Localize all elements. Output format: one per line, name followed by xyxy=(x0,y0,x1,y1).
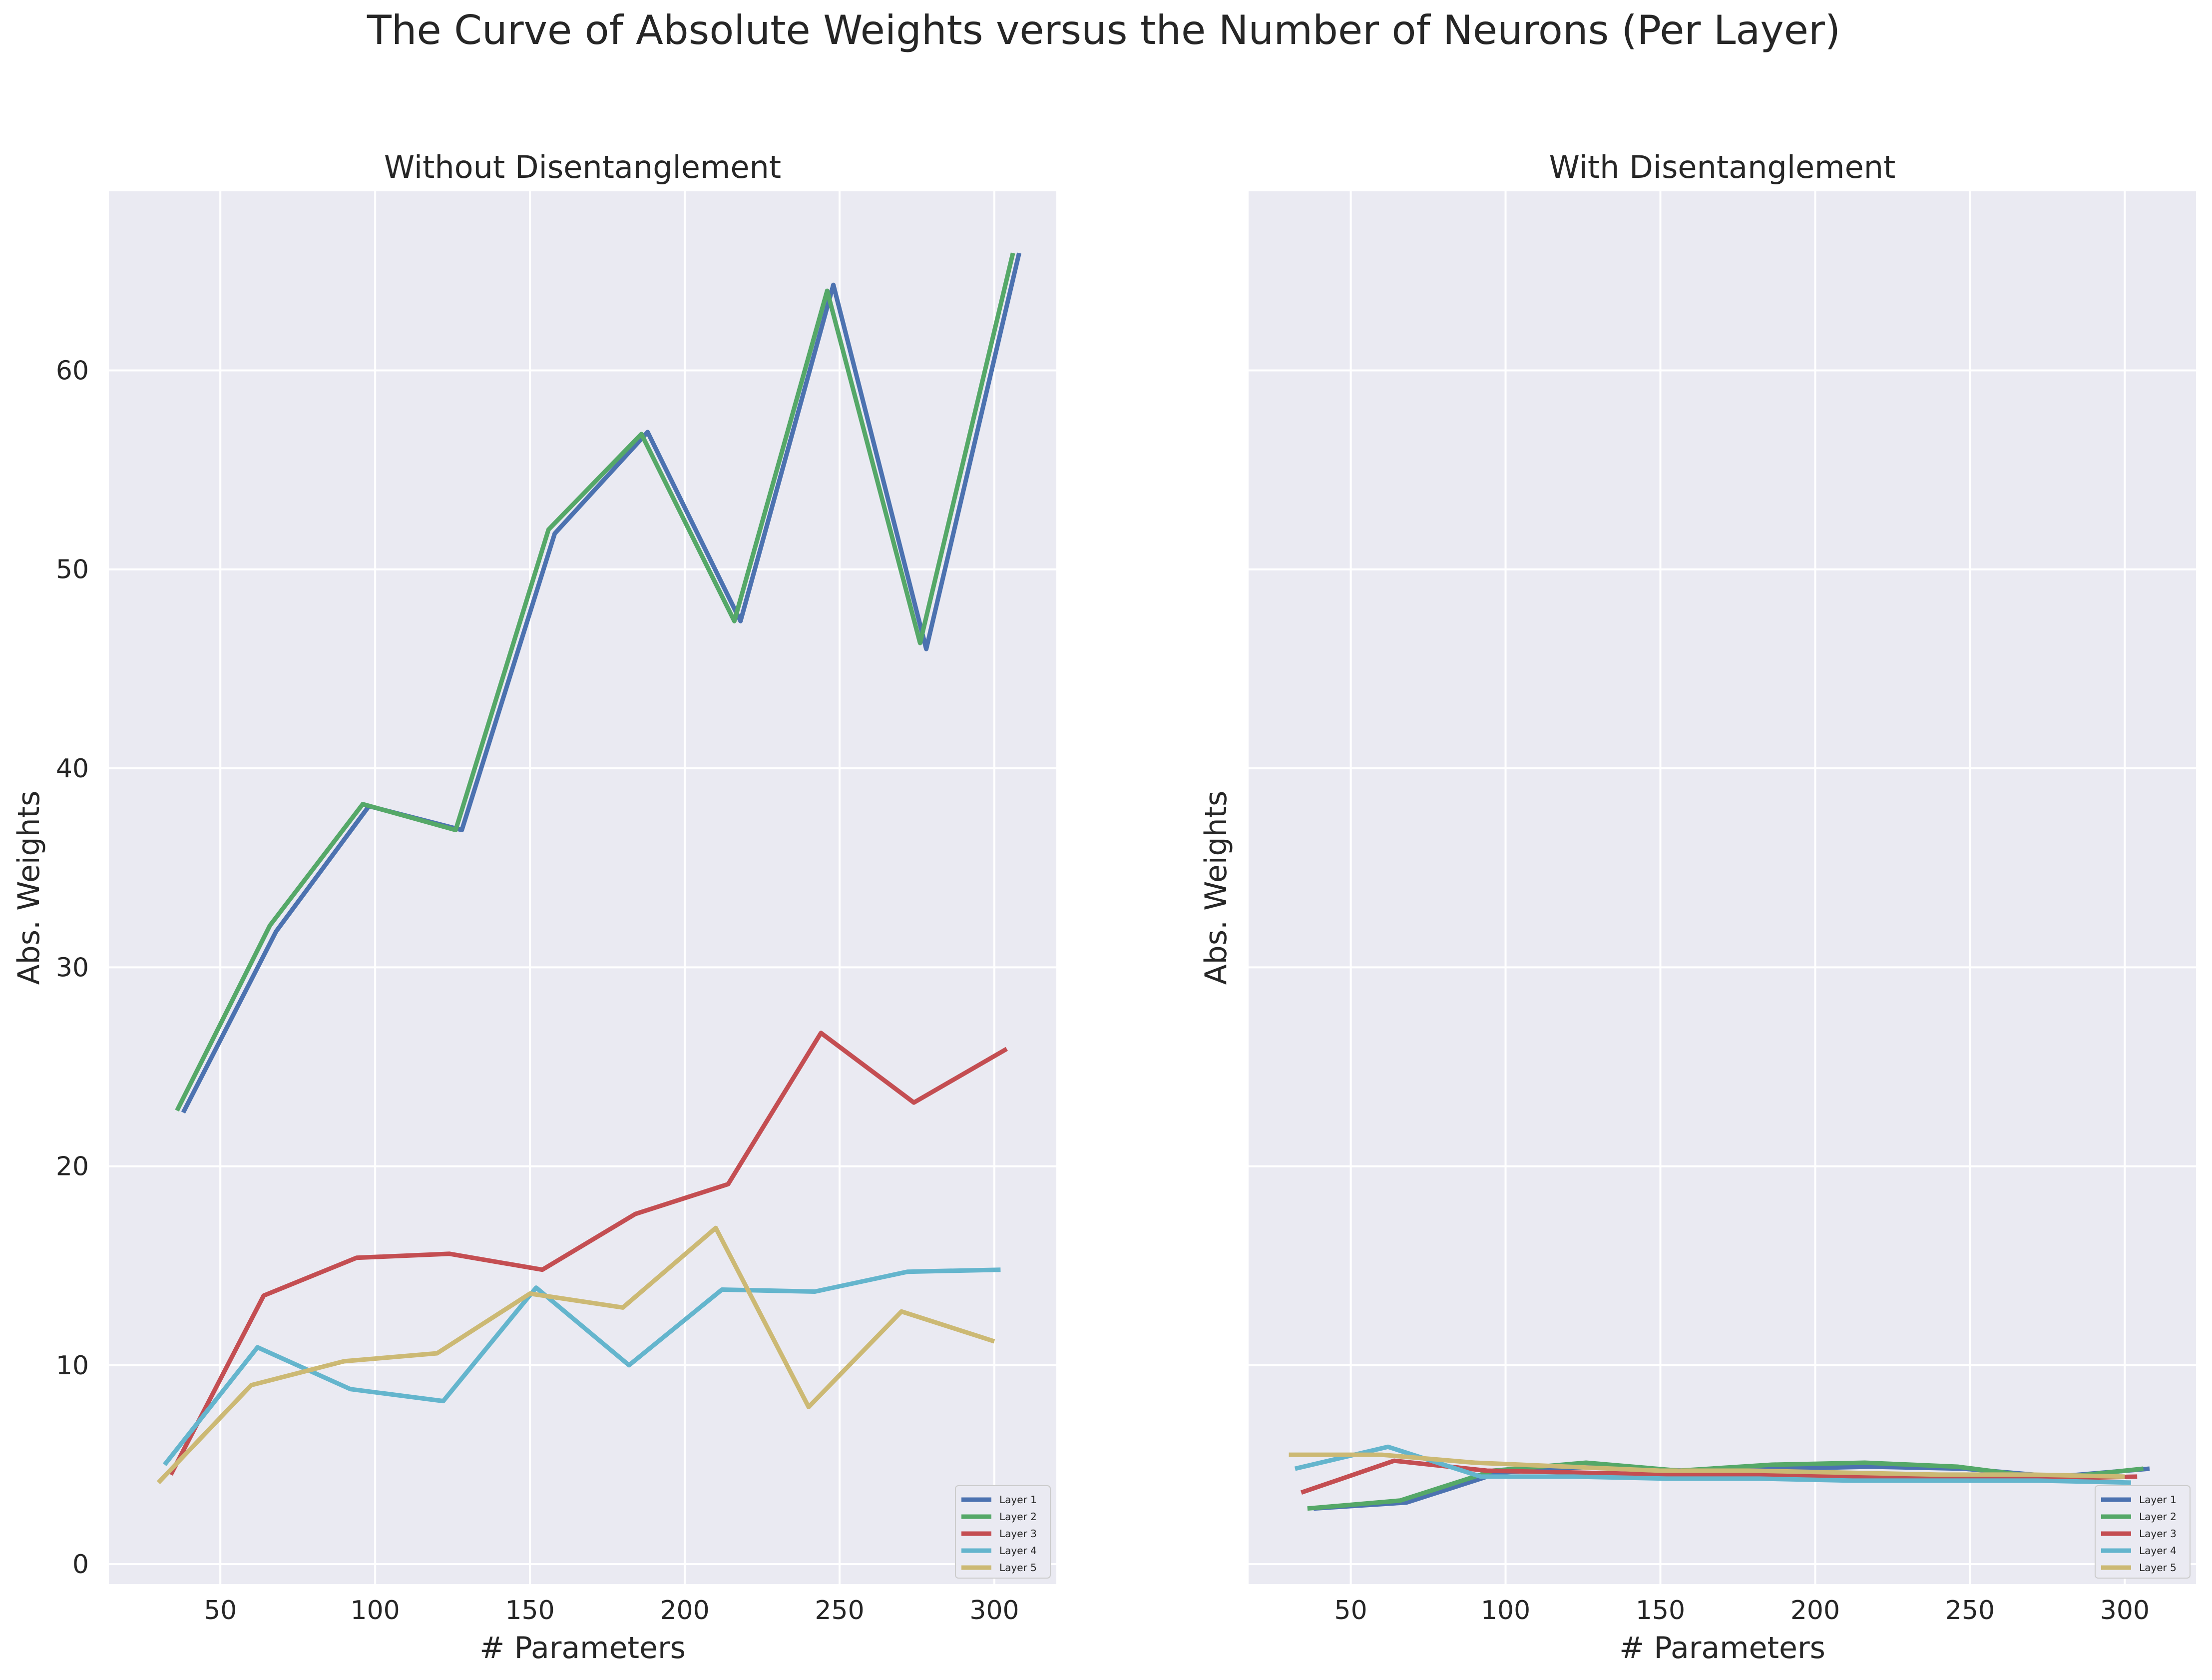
legend-label-layer-5: Layer 5 xyxy=(2139,1562,2177,1574)
legend-label-layer-3: Layer 3 xyxy=(999,1528,1037,1540)
x-tick-label: 250 xyxy=(815,1596,864,1626)
left-axes-lines xyxy=(156,252,1021,1485)
series-line-layer-2 xyxy=(175,252,1015,1112)
series-line-layer-3 xyxy=(169,1031,1008,1476)
x-tick-label: 150 xyxy=(505,1596,554,1626)
left-axes-background xyxy=(109,191,1056,1584)
series-line-layer-4 xyxy=(1294,1444,2131,1485)
right-axes-grid xyxy=(1249,191,2196,1584)
left-axes-ticks: 50 100 150 200 250 300 0 10 20 30 40 50 60 xyxy=(56,356,1019,1626)
y-tick-label: 20 xyxy=(56,1152,89,1182)
y-tick-label: 40 xyxy=(56,754,89,784)
legend-label-layer-4: Layer 4 xyxy=(999,1545,1037,1557)
x-tick-label: 300 xyxy=(969,1596,1019,1626)
y-tick-label: 60 xyxy=(56,356,89,386)
legend-label-layer-1: Layer 1 xyxy=(2139,1494,2177,1506)
right-axes-title: With Disentanglement xyxy=(1549,149,1896,185)
right-axes-background xyxy=(1249,191,2196,1584)
left-axes: 50 100 150 200 250 300 0 10 20 30 40 50 60 Without D… xyxy=(11,149,1056,1666)
legend-label-layer-5: Layer 5 xyxy=(999,1562,1037,1574)
legend-label-layer-4: Layer 4 xyxy=(2139,1545,2177,1557)
x-tick-label: 100 xyxy=(1481,1596,1530,1626)
legend-box xyxy=(2095,1485,2191,1579)
x-tick-label: 200 xyxy=(660,1596,709,1626)
series-line-layer-5 xyxy=(1289,1452,2125,1479)
legend-label-layer-2: Layer 2 xyxy=(999,1511,1037,1523)
left-axes-legend: Layer 1 Layer 2 Layer 3 Layer 4 Layer 5 xyxy=(955,1485,1051,1579)
series-line-layer-4 xyxy=(163,1267,1001,1466)
right-axes-ylabel: Abs. Weights xyxy=(1199,791,1234,985)
right-axes-ticks: 50 100 150 200 250 300 xyxy=(1334,1596,2150,1626)
legend-label-layer-3: Layer 3 xyxy=(2139,1528,2177,1540)
y-tick-label: 30 xyxy=(56,953,89,983)
left-axes-grid xyxy=(109,191,1056,1584)
x-tick-label: 200 xyxy=(1790,1596,1840,1626)
x-tick-label: 50 xyxy=(204,1596,237,1626)
x-tick-label: 250 xyxy=(1945,1596,1995,1626)
left-axes-title: Without Disentanglement xyxy=(384,149,781,185)
legend-box xyxy=(955,1485,1051,1579)
right-axes: 50 100 150 200 250 300 With Disentanglement #… xyxy=(1199,149,2196,1666)
x-tick-label: 300 xyxy=(2100,1596,2150,1626)
legend-label-layer-2: Layer 2 xyxy=(2139,1511,2177,1523)
y-tick-label: 0 xyxy=(72,1550,89,1580)
x-tick-label: 100 xyxy=(351,1596,400,1626)
right-axes-xlabel: # Parameters xyxy=(1619,1631,1825,1666)
y-tick-label: 50 xyxy=(56,555,89,585)
y-tick-label: 10 xyxy=(56,1351,89,1381)
right-axes-legend: Layer 1 Layer 2 Layer 3 Layer 4 Layer 5 xyxy=(2095,1485,2191,1579)
left-axes-xlabel: # Parameters xyxy=(479,1631,686,1666)
x-tick-label: 150 xyxy=(1636,1596,1685,1626)
x-tick-label: 50 xyxy=(1334,1596,1367,1626)
left-axes-ylabel: Abs. Weights xyxy=(11,791,46,985)
legend-label-layer-1: Layer 1 xyxy=(999,1494,1037,1506)
series-line-layer-1 xyxy=(181,252,1021,1114)
series-line-layer-5 xyxy=(156,1225,995,1485)
figure-suptitle: The Curve of Absolute Weights versus the… xyxy=(367,7,1840,53)
right-axes-lines xyxy=(1289,1444,2150,1511)
